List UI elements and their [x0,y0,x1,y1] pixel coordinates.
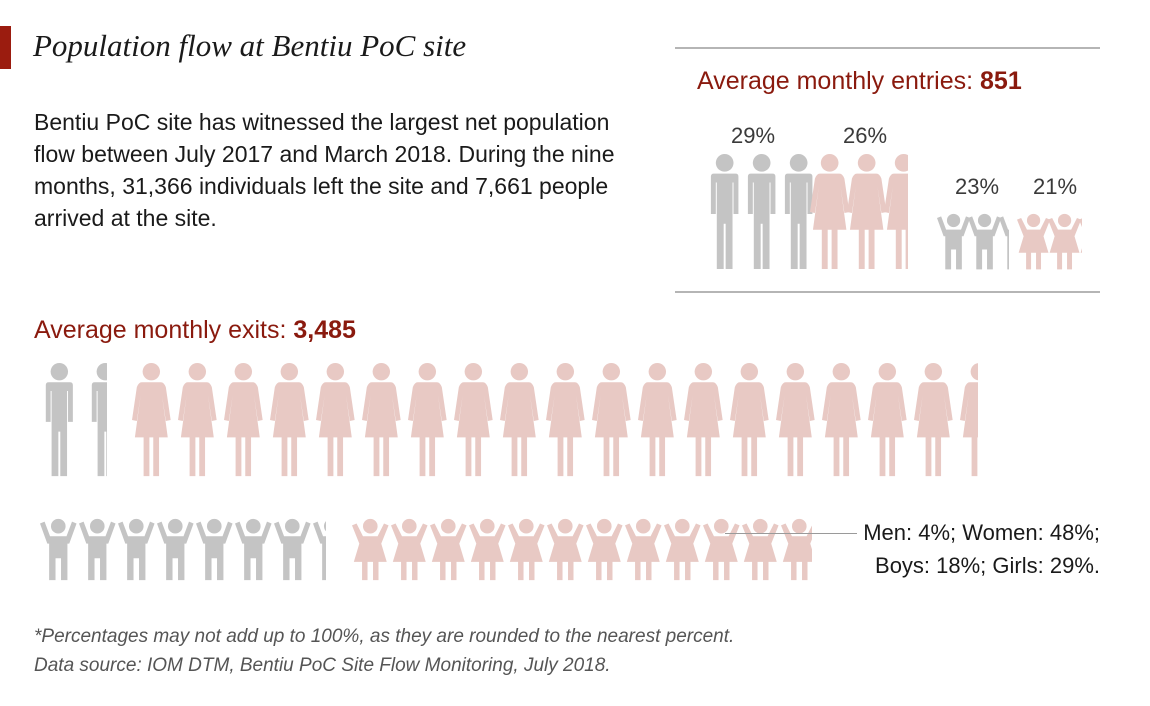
exits-breakdown-line1: Men: 4%; Women: 48%; [863,520,1100,545]
girl-icon [547,518,584,582]
girl-icon [1048,213,1082,271]
woman-icon [914,362,953,478]
man-icon [705,153,744,271]
boy-icon [313,518,326,582]
entries-value: 851 [980,67,1022,95]
girl-icon [352,518,389,582]
girl-icon [508,518,545,582]
girl-icon [391,518,428,582]
woman-icon [178,362,217,478]
woman-icon [500,362,539,478]
woman-icon [270,362,309,478]
footnote-source: Data source: IOM DTM, Bentiu PoC Site Fl… [34,655,611,676]
woman-icon [822,362,861,478]
boy-icon [196,518,233,582]
woman-icon [362,362,401,478]
girl-icon [586,518,623,582]
girl-icon [1017,213,1051,271]
man-icon [779,153,814,271]
boy-icon [118,518,155,582]
girl-icon [664,518,701,582]
boy-icon [157,518,194,582]
woman-icon [592,362,631,478]
entries-pct-label: 26% [842,123,888,148]
woman-icon [224,362,263,478]
woman-icon [730,362,769,478]
woman-icon [960,362,978,478]
woman-icon [847,153,887,271]
entries-pct-label: 29% [730,123,776,148]
girl-icon [469,518,506,582]
exits-breakdown-line2: Boys: 18%; Girls: 29%. [875,553,1100,578]
man-icon [86,362,107,478]
boy-icon [968,213,1002,271]
woman-icon [810,153,850,271]
footnote: *Percentages may not add up to 100%, as … [34,622,734,680]
entries-heading: Average monthly entries: 851 [697,67,1022,96]
woman-icon [132,362,171,478]
boy-icon [274,518,311,582]
woman-icon [316,362,355,478]
woman-icon [684,362,723,478]
woman-icon [408,362,447,478]
entries-panel: Average monthly entries: 851 29% 26% 23%… [675,47,1100,293]
boy-icon [40,518,77,582]
girl-icon [430,518,467,582]
exits-label: Average monthly exits: [34,316,294,344]
entries-pct-label: 21% [1032,174,1078,199]
entries-pct-label: 23% [954,174,1000,199]
exits-heading: Average monthly exits: 3,485 [34,316,356,345]
exits-value: 3,485 [293,316,356,344]
footnote-rounding: *Percentages may not add up to 100%, as … [34,626,735,647]
woman-icon [884,153,908,271]
man-icon [742,153,781,271]
exits-breakdown: Men: 4%; Women: 48%; Boys: 18%; Girls: 2… [820,516,1100,582]
woman-icon [454,362,493,478]
woman-icon [638,362,677,478]
entries-label: Average monthly entries: [697,67,981,95]
woman-icon [868,362,907,478]
boy-icon [235,518,272,582]
boy-icon [79,518,116,582]
girl-icon [742,518,779,582]
girl-icon [625,518,662,582]
girl-icon [781,518,812,582]
callout-line [725,533,857,534]
page-title: Population flow at Bentiu PoC site [33,28,467,63]
title-accent-bar [0,26,11,69]
girl-icon [1079,213,1083,271]
girl-icon [703,518,740,582]
man-icon [40,362,79,478]
intro-text: Bentiu PoC site has witnessed the larges… [34,109,615,231]
boy-icon [999,213,1009,271]
woman-icon [546,362,585,478]
boy-icon [937,213,971,271]
woman-icon [776,362,815,478]
